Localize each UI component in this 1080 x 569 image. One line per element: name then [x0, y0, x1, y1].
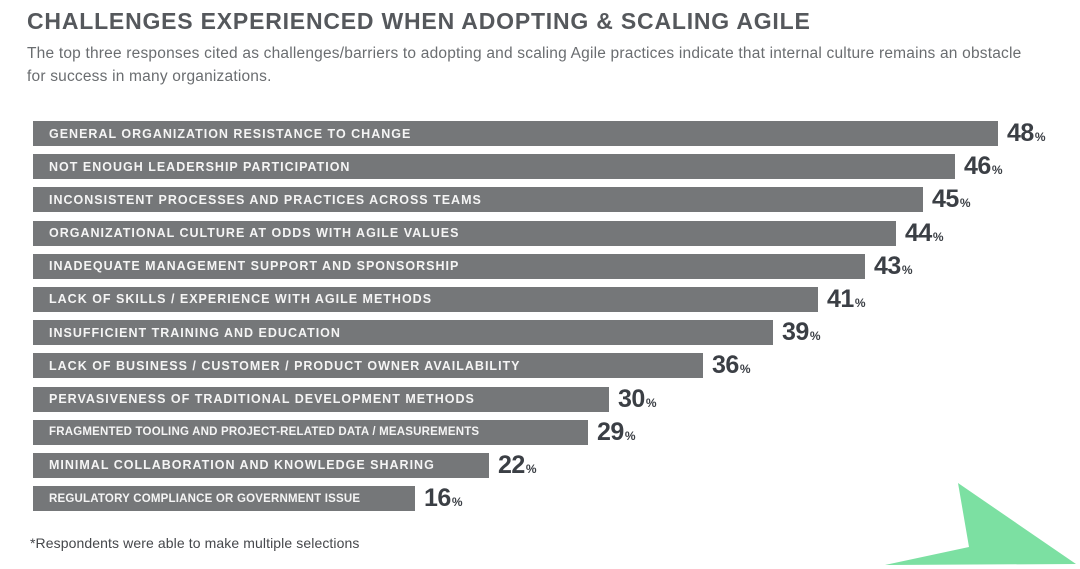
bar-row: LACK OF BUSINESS / CUSTOMER / PRODUCT OW… [33, 351, 1073, 380]
bar: FRAGMENTED TOOLING AND PROJECT-RELATED D… [33, 419, 588, 445]
bar-row: FRAGMENTED TOOLING AND PROJECT-RELATED D… [33, 418, 1073, 447]
percent-sign: % [854, 295, 866, 310]
bar-row: LACK OF SKILLS / EXPERIENCE WITH AGILE M… [33, 285, 1073, 314]
bar-value-number: 39 [782, 318, 809, 347]
bar-category-label: INADEQUATE MANAGEMENT SUPPORT AND SPONSO… [49, 259, 460, 274]
bar: PERVASIVENESS OF TRADITIONAL DEVELOPMENT… [33, 386, 609, 412]
percent-sign: % [645, 395, 657, 410]
percent-sign: % [901, 262, 913, 277]
chart-title: CHALLENGES EXPERIENCED WHEN ADOPTING & S… [27, 8, 811, 34]
chart-footnote: *Respondents were able to make multiple … [30, 535, 360, 551]
bar-value-number: 43 [874, 251, 901, 280]
bar: GENERAL ORGANIZATION RESISTANCE TO CHANG… [33, 121, 998, 146]
bar: REGULATORY COMPLIANCE OR GOVERNMENT ISSU… [33, 486, 415, 512]
bar-row: INSUFFICIENT TRAINING AND EDUCATION 39% [33, 318, 1073, 347]
bar: INSUFFICIENT TRAINING AND EDUCATION [33, 320, 773, 346]
bar-row: REGULATORY COMPLIANCE OR GOVERNMENT ISSU… [33, 484, 1073, 513]
bar: ORGANIZATIONAL CULTURE AT ODDS WITH AGIL… [33, 220, 896, 246]
bar-value: 41% [827, 285, 865, 314]
bar-row: PERVASIVENESS OF TRADITIONAL DEVELOPMENT… [33, 385, 1073, 414]
bar-value: 45% [932, 185, 970, 214]
chart-subtitle: The top three responses cited as challen… [27, 45, 1022, 86]
bar: NOT ENOUGH LEADERSHIP PARTICIPATION [33, 154, 955, 180]
bar-value: 43% [874, 252, 912, 281]
bar: LACK OF SKILLS / EXPERIENCE WITH AGILE M… [33, 286, 818, 312]
bar-chart: GENERAL ORGANIZATION RESISTANCE TO CHANG… [33, 119, 1073, 513]
bar: MINIMAL COLLABORATION AND KNOWLEDGE SHAR… [33, 452, 489, 478]
bar-category-label: NOT ENOUGH LEADERSHIP PARTICIPATION [49, 159, 351, 174]
bar-category-label: GENERAL ORGANIZATION RESISTANCE TO CHANG… [49, 126, 412, 141]
bar-category-label: LACK OF SKILLS / EXPERIENCE WITH AGILE M… [49, 292, 433, 307]
bar-category-label: FRAGMENTED TOOLING AND PROJECT-RELATED D… [49, 426, 480, 439]
bar: LACK OF BUSINESS / CUSTOMER / PRODUCT OW… [33, 353, 703, 379]
bar-row: ORGANIZATIONAL CULTURE AT ODDS WITH AGIL… [33, 219, 1073, 248]
bar: INADEQUATE MANAGEMENT SUPPORT AND SPONSO… [33, 253, 865, 279]
bar-value: 22% [498, 451, 536, 480]
bar-value: 39% [782, 318, 820, 347]
bar-category-label: INSUFFICIENT TRAINING AND EDUCATION [49, 325, 341, 340]
bar-value: 29% [597, 418, 635, 447]
bar-value-number: 41 [827, 284, 854, 313]
bar-value-number: 29 [597, 417, 624, 446]
bar-value: 44% [905, 219, 943, 248]
bar-row: INADEQUATE MANAGEMENT SUPPORT AND SPONSO… [33, 252, 1073, 281]
bar-value-number: 45 [932, 185, 959, 214]
bar: INCONSISTENT PROCESSES AND PRACTICES ACR… [33, 187, 923, 213]
decorative-arrow-shape [885, 483, 1076, 565]
bar-value: 30% [618, 385, 656, 414]
bar-value-number: 16 [424, 484, 451, 513]
percent-sign: % [809, 329, 821, 344]
bar-value: 36% [712, 351, 750, 380]
bar-row: NOT ENOUGH LEADERSHIP PARTICIPATION 46% [33, 152, 1073, 181]
bar-row: MINIMAL COLLABORATION AND KNOWLEDGE SHAR… [33, 451, 1073, 480]
bar-row: INCONSISTENT PROCESSES AND PRACTICES ACR… [33, 185, 1073, 214]
bar-value: 48% [1007, 119, 1045, 148]
bar-value-number: 22 [498, 450, 525, 479]
percent-sign: % [739, 362, 751, 377]
percent-sign: % [932, 229, 944, 244]
bar-category-label: ORGANIZATIONAL CULTURE AT ODDS WITH AGIL… [49, 226, 460, 241]
percent-sign: % [991, 163, 1003, 178]
chart-header: CHALLENGES EXPERIENCED WHEN ADOPTING & S… [27, 8, 1057, 89]
bar-category-label: MINIMAL COLLABORATION AND KNOWLEDGE SHAR… [49, 458, 435, 473]
bar-value-number: 36 [712, 351, 739, 380]
bar-value-number: 44 [905, 218, 932, 247]
bar-value-number: 46 [964, 152, 991, 181]
percent-sign: % [1034, 130, 1046, 144]
percent-sign: % [624, 428, 636, 443]
bar-row: GENERAL ORGANIZATION RESISTANCE TO CHANG… [33, 119, 1073, 148]
bar-category-label: LACK OF BUSINESS / CUSTOMER / PRODUCT OW… [49, 358, 521, 373]
bar-value: 16% [424, 484, 462, 513]
bar-category-label: INCONSISTENT PROCESSES AND PRACTICES ACR… [49, 192, 482, 207]
percent-sign: % [525, 461, 537, 476]
percent-sign: % [451, 495, 463, 510]
bar-value-number: 48 [1007, 119, 1034, 147]
bar-value-number: 30 [618, 384, 645, 413]
bar-category-label: PERVASIVENESS OF TRADITIONAL DEVELOPMENT… [49, 392, 475, 406]
percent-sign: % [959, 196, 971, 211]
bar-value: 46% [964, 152, 1002, 181]
bar-category-label: REGULATORY COMPLIANCE OR GOVERNMENT ISSU… [49, 492, 361, 505]
